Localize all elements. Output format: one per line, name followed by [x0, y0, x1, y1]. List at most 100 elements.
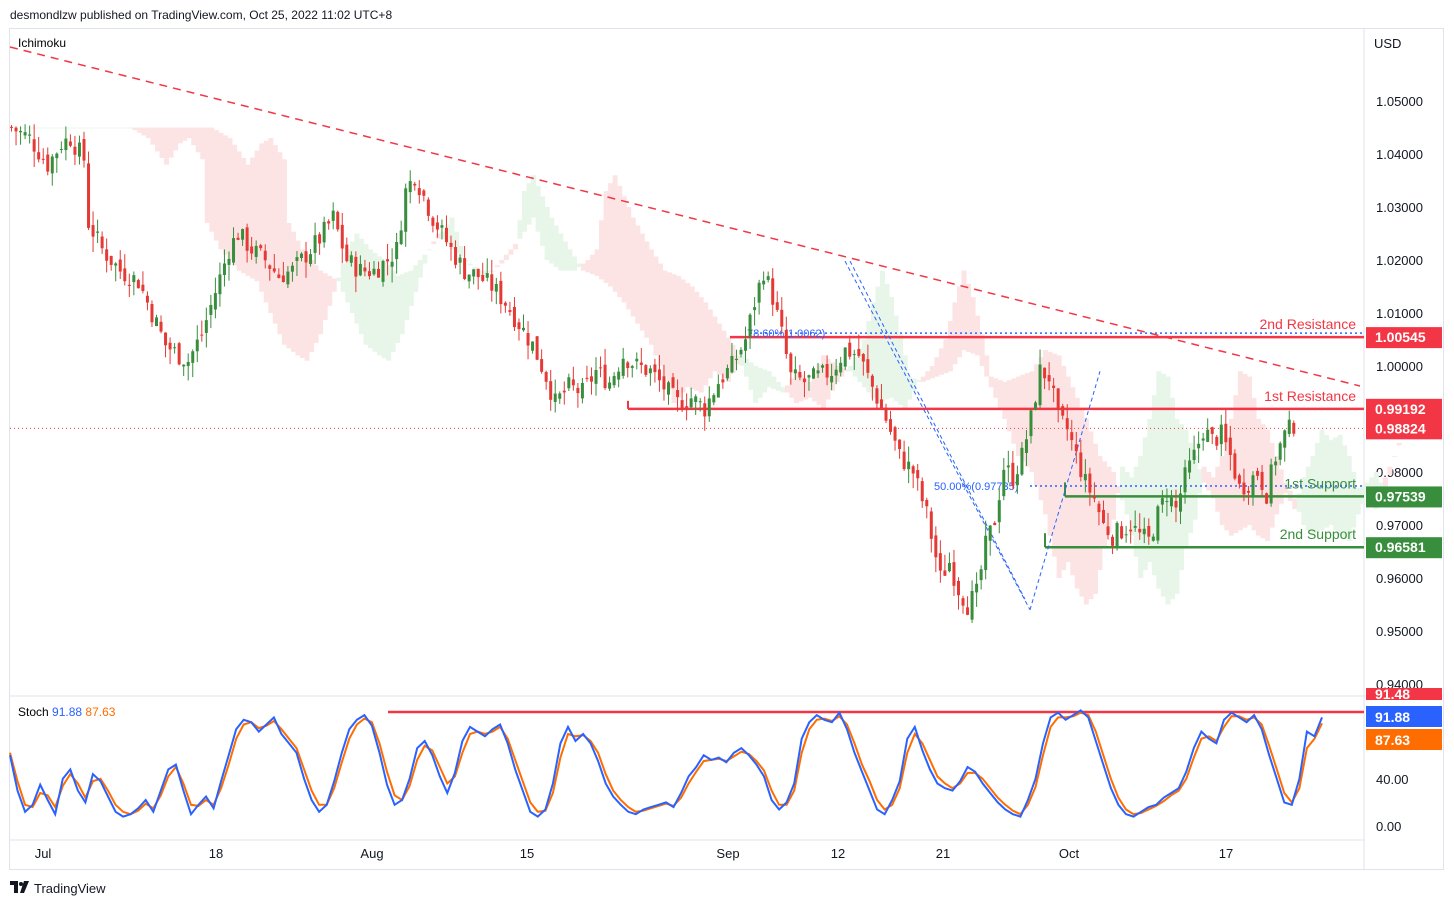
candle-body: [879, 399, 883, 409]
candle-body: [1142, 528, 1146, 535]
cloud-segment: [1120, 466, 1126, 501]
cloud-segment: [671, 274, 677, 404]
cloud-segment: [136, 127, 142, 133]
cloud-segment: [195, 127, 201, 153]
candle-body: [721, 379, 725, 383]
stoch-ob-text: 91.48: [1375, 686, 1410, 702]
candle-body: [413, 183, 417, 186]
cloud-segment: [1251, 397, 1257, 531]
time-tick-label: 12: [831, 846, 845, 861]
cloud-segment: [331, 278, 337, 292]
candle-body: [241, 229, 245, 240]
candle-body: [1156, 506, 1160, 541]
candle-body: [988, 525, 992, 541]
cloud-segment: [1034, 364, 1040, 487]
candle-body: [1278, 443, 1282, 460]
cloud-segment: [522, 191, 528, 232]
descending-trendline: [9, 46, 1361, 387]
candle-body: [204, 320, 208, 333]
price-tick-label: 0.95000: [1376, 624, 1423, 639]
cloud-segment: [1197, 469, 1203, 494]
cloud-segment: [952, 302, 958, 365]
candle-body: [372, 268, 376, 275]
cloud-segment: [55, 127, 61, 129]
candle-body: [64, 138, 68, 150]
cloud-segment: [77, 127, 83, 129]
cloud-segment: [884, 283, 890, 400]
candle-body: [404, 188, 408, 232]
candle-body: [200, 334, 204, 336]
candle-body: [870, 375, 874, 387]
cloud-segment: [318, 270, 324, 335]
cloud-segment: [1355, 487, 1361, 515]
cloud-segment: [639, 233, 645, 331]
cloud-segment: [1396, 442, 1402, 446]
candle-body: [748, 314, 752, 338]
candle-body: [952, 562, 956, 586]
cloud-segment: [114, 127, 120, 129]
candle-body: [1201, 438, 1205, 441]
candle-body: [363, 267, 367, 272]
candle-body: [925, 499, 929, 507]
candle-body: [671, 377, 675, 388]
candle-body: [1169, 497, 1173, 507]
price-tick-label: 1.02000: [1376, 253, 1423, 268]
cloud-segment: [295, 240, 301, 356]
cloud-segment: [96, 127, 102, 129]
candle-body: [136, 280, 140, 289]
candle-body: [938, 553, 942, 571]
cloud-segment: [907, 376, 913, 400]
cloud-segment: [1151, 395, 1157, 576]
candle-body: [354, 256, 358, 277]
candle-body: [490, 274, 494, 291]
time-tick-label: Sep: [716, 846, 739, 861]
candle-body: [422, 190, 426, 196]
cloud-segment: [685, 282, 691, 388]
candle-body: [458, 257, 462, 263]
candle-body: [816, 370, 820, 374]
candle-body: [1292, 422, 1296, 434]
candle-body: [562, 390, 566, 393]
candle-body: [1074, 444, 1078, 452]
candle-body: [1219, 424, 1223, 445]
candle-body: [839, 362, 843, 373]
candle-body: [947, 562, 951, 572]
tradingview-footer[interactable]: TradingView: [10, 880, 106, 896]
cloud-segment: [966, 283, 972, 352]
candle-body: [272, 268, 276, 272]
cloud-segment: [440, 231, 446, 239]
time-tick-label: Aug: [360, 846, 383, 861]
candle-body: [549, 381, 553, 400]
candle-body: [1052, 385, 1056, 388]
candle-body: [1006, 465, 1010, 468]
cloud-segment: [1038, 357, 1044, 501]
cloud-segment: [621, 196, 627, 303]
cloud-segment: [1292, 498, 1298, 510]
cloud-segment: [576, 263, 582, 268]
cloud-segment: [127, 127, 133, 129]
cloud-segment: [825, 358, 831, 400]
cloud-segment: [771, 376, 777, 389]
time-tick-label: Oct: [1059, 846, 1080, 861]
candle-body: [608, 382, 612, 389]
price-tick-label: 1.05000: [1376, 94, 1423, 109]
candle-body: [1043, 367, 1047, 379]
currency-label: USD: [1374, 36, 1401, 51]
cloud-segment: [644, 241, 650, 338]
cloud-segment: [725, 337, 731, 382]
candle-body: [834, 369, 838, 376]
candle-body: [585, 377, 589, 379]
candle-body: [472, 269, 476, 277]
cloud-segment: [68, 127, 74, 129]
cloud-segment: [1133, 466, 1139, 557]
candle-body: [1083, 473, 1087, 481]
candles: [10, 124, 1296, 623]
candle-body: [580, 382, 584, 399]
candle-body: [852, 354, 856, 356]
cloud-segment: [28, 127, 34, 129]
candle-body: [313, 235, 317, 253]
stoch-k-line: [9, 709, 1323, 818]
cloud-segment: [191, 127, 197, 146]
candle-body: [55, 153, 59, 159]
